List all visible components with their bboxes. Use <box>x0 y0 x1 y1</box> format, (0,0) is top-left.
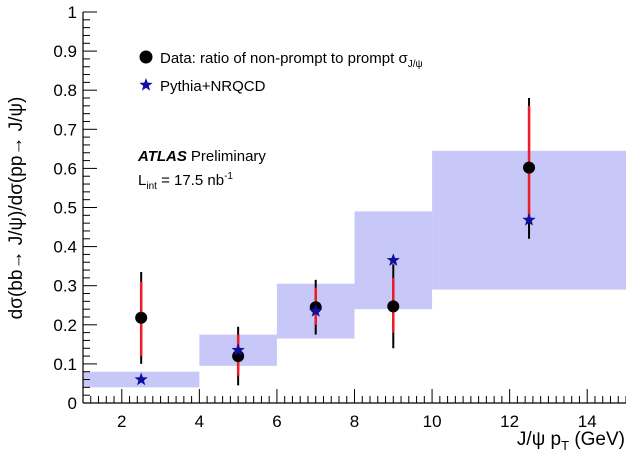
legend-data-label: Data: ratio of non-prompt to prompt σJ/ψ <box>160 50 423 70</box>
legend-mc-marker <box>139 78 153 91</box>
x-tick-label: 10 <box>423 412 442 431</box>
y-tick-label: 0.8 <box>53 81 77 100</box>
tick-labels: 00.10.20.30.40.50.60.70.80.912 4 6 8 10 12 14 <box>53 3 596 431</box>
data-point-5 <box>523 161 536 174</box>
atlas-annotation: ATLAS Preliminary Lint = 17.5 nb-1 <box>137 148 266 192</box>
atlas-label: ATLAS <box>137 148 187 165</box>
mc-points <box>134 213 536 386</box>
y-tick-label: 0.4 <box>53 238 77 257</box>
x-axis-label: J/ψ pT (GeV) <box>517 429 625 453</box>
x-tick-label: 6 <box>272 412 281 431</box>
y-tick-label: 0.3 <box>53 277 77 296</box>
mc-point-2 <box>231 343 245 356</box>
x-tick-label: 14 <box>578 412 597 431</box>
legend: Data: ratio of non-prompt to prompt σJ/ψ… <box>139 50 423 95</box>
x-tick-label: 2 <box>117 412 126 431</box>
y-tick-label: 0.6 <box>53 159 77 178</box>
mc-point-1 <box>134 372 148 386</box>
legend-data-marker <box>139 50 153 64</box>
mc-point-5 <box>522 213 536 226</box>
data-point-1 <box>135 311 148 324</box>
mc-point-3 <box>309 304 323 317</box>
y-tick-label: 0.2 <box>53 316 77 335</box>
y-tick-label: 0 <box>68 394 77 413</box>
data-point-4 <box>387 300 400 313</box>
y-tick-label: 0.1 <box>53 355 77 374</box>
legend-mc-label: Pythia+NRQCD <box>160 78 266 95</box>
x-tick-label: 8 <box>350 412 359 431</box>
y-tick-label: 0.9 <box>53 42 77 61</box>
y-tick-label: 0.7 <box>53 120 77 139</box>
atlas-status: Preliminary <box>191 148 267 165</box>
x-tick-label: 12 <box>500 412 519 431</box>
mc-point-4 <box>386 253 400 266</box>
y-tick-label: 0.5 <box>53 199 77 218</box>
y-tick-label: 1 <box>68 3 77 22</box>
axis-ticks <box>82 11 626 404</box>
x-tick-label: 4 <box>195 412 204 431</box>
y-axis-label: dσ(bb→ J/ψ)/dσ(pp→ J/ψ) <box>6 97 27 320</box>
luminosity-label: Lint = 17.5 nb-1 <box>138 171 233 192</box>
